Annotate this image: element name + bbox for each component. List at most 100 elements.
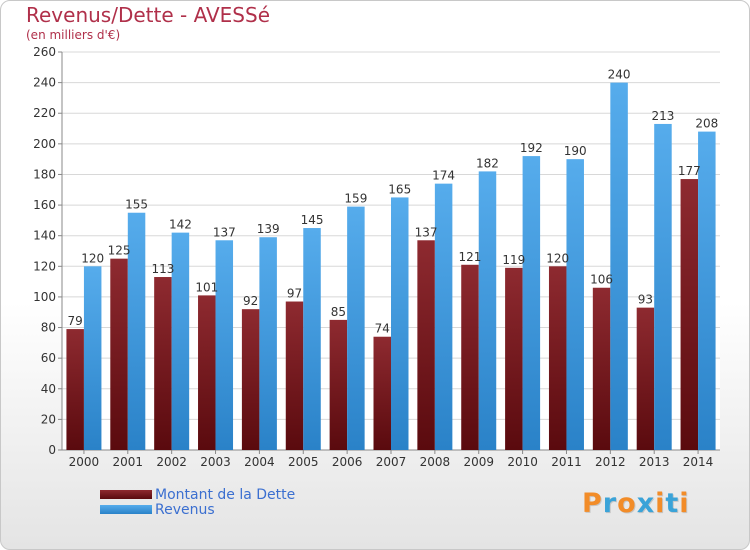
legend-label-dette: Montant de la Dette: [155, 486, 296, 503]
bar-dette: [198, 295, 216, 450]
y-tick-label: 260: [33, 45, 56, 59]
bar-dette: [548, 266, 567, 450]
data-label-revenus: 145: [301, 213, 324, 227]
legend-label-revenus: Revenus: [155, 501, 215, 518]
data-label-revenus: 208: [695, 117, 718, 131]
bar-dette: [505, 267, 523, 450]
data-label-dette: 93: [638, 293, 653, 307]
bar-revenus: [610, 82, 628, 450]
data-label-dette: 137: [415, 225, 438, 239]
data-label-dette: 97: [287, 287, 302, 301]
bar-dette: [110, 258, 128, 450]
data-label-dette: 85: [331, 305, 346, 319]
bar-revenus: [83, 266, 102, 450]
x-tick-label: 2014: [683, 455, 714, 469]
data-label-revenus: 190: [564, 144, 587, 158]
y-tick-label: 40: [41, 382, 56, 396]
data-label-revenus: 139: [257, 222, 280, 236]
bar-revenus: [478, 171, 497, 450]
data-label-dette: 113: [151, 262, 174, 276]
y-tick-label: 200: [33, 137, 56, 151]
bar-revenus: [215, 240, 234, 450]
bar-revenus: [566, 159, 584, 450]
x-tick-label: 2009: [463, 455, 494, 469]
y-tick-label: 60: [41, 351, 56, 365]
logo-letter: r: [602, 488, 618, 519]
x-tick-label: 2005: [288, 455, 319, 469]
bar-dette: [680, 179, 699, 451]
y-tick-label: 0: [48, 443, 56, 457]
legend-swatch-dette: [100, 490, 152, 499]
data-label-revenus: 137: [213, 225, 236, 239]
logo-letter: P: [582, 488, 603, 519]
legend-swatch-revenus: [100, 505, 152, 514]
bar-revenus: [127, 212, 146, 450]
y-tick-label: 20: [41, 412, 56, 426]
y-tick-label: 80: [41, 321, 56, 335]
x-tick-label: 2001: [113, 455, 144, 469]
y-tick-label: 140: [33, 229, 56, 243]
bar-dette: [373, 336, 391, 450]
data-label-revenus: 240: [608, 68, 631, 82]
x-tick-label: 2013: [639, 455, 670, 469]
data-label-revenus: 182: [476, 156, 499, 170]
data-label-revenus: 213: [651, 109, 674, 123]
logo-letter: x: [636, 488, 656, 519]
data-label-dette: 92: [243, 294, 258, 308]
x-tick-label: 2003: [200, 455, 231, 469]
x-tick-label: 2002: [156, 455, 187, 469]
y-tick-label: 100: [33, 290, 56, 304]
data-label-dette: 101: [195, 280, 218, 294]
bar-revenus: [698, 131, 716, 450]
data-label-revenus: 142: [169, 218, 192, 232]
bar-revenus: [259, 237, 277, 450]
chart-title: Revenus/Dette - AVESSé: [26, 3, 270, 27]
x-tick-label: 2008: [420, 455, 451, 469]
bar-revenus: [654, 123, 672, 450]
bar-revenus: [171, 232, 190, 450]
logo-letter: i: [655, 488, 666, 519]
bar-revenus: [522, 156, 541, 451]
logo-letter: i: [679, 488, 690, 519]
x-tick-label: 2006: [332, 455, 363, 469]
data-label-dette: 121: [459, 250, 482, 264]
bar-revenus: [347, 206, 365, 450]
legend-item-revenus: Revenus: [100, 501, 295, 518]
bar-revenus: [434, 183, 453, 450]
data-label-revenus: 165: [388, 182, 411, 196]
x-tick-label: 2010: [507, 455, 538, 469]
data-label-revenus: 174: [432, 169, 455, 183]
bar-dette: [241, 309, 260, 450]
data-label-dette: 125: [108, 244, 131, 258]
x-tick-label: 2000: [69, 455, 100, 469]
y-tick-label: 240: [33, 76, 56, 90]
data-label-revenus: 159: [344, 192, 367, 206]
data-label-revenus: 155: [125, 198, 148, 212]
x-tick-label: 2004: [244, 455, 275, 469]
bar-dette: [66, 329, 84, 450]
logo-letter: o: [617, 488, 637, 519]
bar-dette: [417, 240, 435, 450]
bar-dette: [636, 307, 655, 450]
data-label-dette: 79: [68, 314, 83, 328]
data-label-dette: 120: [546, 251, 569, 265]
bar-dette: [461, 264, 479, 450]
data-label-revenus: 192: [520, 141, 543, 155]
x-tick-label: 2007: [376, 455, 407, 469]
y-tick-label: 160: [33, 198, 56, 212]
y-tick-label: 220: [33, 106, 56, 120]
bar-revenus: [391, 197, 409, 450]
legend-item-dette: Montant de la Dette: [100, 486, 296, 503]
data-label-dette: 119: [502, 253, 525, 267]
data-label-revenus: 120: [81, 251, 104, 265]
y-tick-label: 180: [33, 167, 56, 181]
chart-legend: Montant de la Dette Revenus: [100, 486, 296, 518]
bar-revenus: [303, 228, 321, 450]
data-label-dette: 177: [678, 164, 701, 178]
x-tick-label: 2012: [595, 455, 626, 469]
chart-subtitle: (en milliers d'€): [26, 28, 121, 42]
bar-dette: [592, 287, 611, 450]
proxiti-logo: Proxiti: [582, 488, 690, 519]
data-label-dette: 106: [590, 273, 613, 287]
